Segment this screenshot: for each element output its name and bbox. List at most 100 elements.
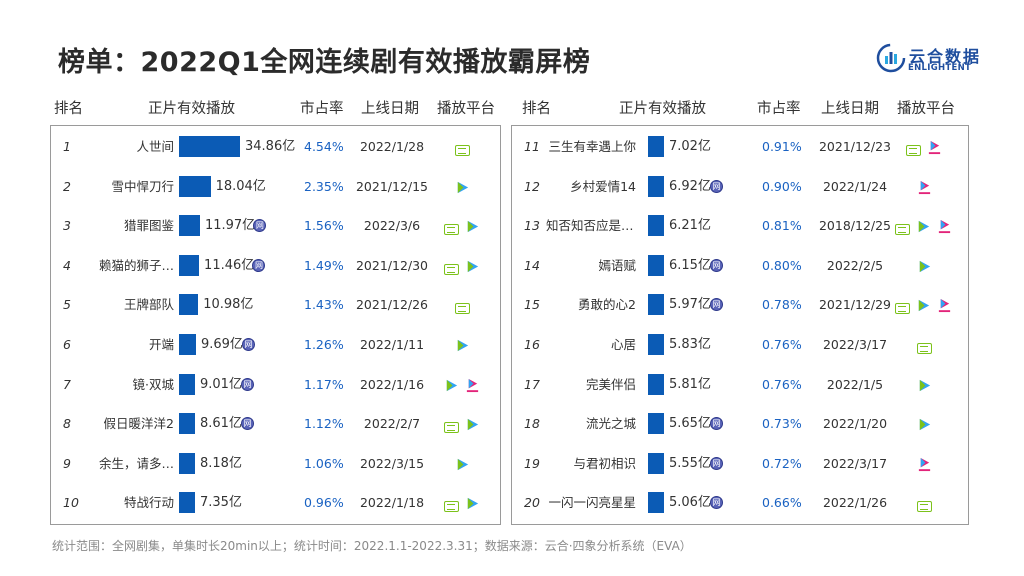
views-value: 9.69亿: [200, 337, 243, 352]
release-date: 2022/1/5: [826, 376, 884, 392]
rank-number: 1: [63, 139, 71, 154]
net-drama-badge: 网: [252, 258, 266, 272]
table-row: 16 心居 5.83亿 0.76% 2022/3/17: [512, 325, 968, 364]
drama-title: 开端: [148, 337, 174, 352]
table-row: 17 完美伴侣 5.81亿 0.76% 2022/1/5: [512, 365, 968, 404]
platform-icons: [917, 179, 932, 198]
drama-title: 镜·双城: [132, 376, 174, 392]
market-share: 2.35%: [304, 178, 344, 194]
platform-icons: [917, 258, 932, 277]
platform-icons: [917, 337, 932, 356]
platform-icons: [444, 495, 480, 514]
views-value: 6.15亿: [669, 257, 711, 273]
ranking-panel-left: 1 人世间 34.86亿 4.54% 2022/1/28 2 雪中悍刀行 18.04亿 2.35…: [50, 125, 501, 525]
drama-title: 王牌部队: [123, 297, 174, 313]
views-value: 5.65亿: [669, 416, 711, 432]
release-date: 2022/3/17: [822, 455, 888, 471]
rank-number: 15: [524, 297, 540, 313]
views-bar: [648, 175, 664, 197]
platform-icons: [444, 416, 480, 435]
youku-icon: [938, 220, 951, 234]
release-date: 2022/1/11: [359, 337, 425, 352]
platform-icons: [444, 258, 480, 277]
net-drama-badge: 网: [710, 298, 723, 312]
youku-icon: [918, 180, 931, 194]
market-share: 1.17%: [304, 376, 344, 392]
views-bar: [648, 413, 664, 435]
table-row: 14 嫣语赋 6.15亿网 0.80% 2022/2/5: [512, 246, 968, 285]
table-row: 8 假日暖洋洋2 8.61亿网 1.12% 2022/2/7: [51, 404, 500, 443]
rank-number: 14: [524, 257, 540, 273]
release-date: 2021/12/15: [355, 178, 429, 194]
table-row: 9 余生，请多… 8.18亿 1.06% 2022/3/15: [51, 444, 500, 483]
drama-title: 乡村爱情14: [570, 178, 636, 194]
iqiyi-icon: [444, 224, 459, 236]
market-share: 1.56%: [304, 218, 344, 234]
rank-number: 9: [63, 455, 71, 471]
platform-icons: [455, 456, 470, 475]
table-row: 5 王牌部队 10.98亿 1.43% 2021/12/26: [51, 285, 500, 324]
table-row: 20 一闪一闪亮星星 5.06亿网 0.66% 2022/1/26: [512, 483, 968, 522]
platform-icons: [455, 337, 470, 356]
market-share: 4.54%: [304, 139, 344, 154]
rank-number: 18: [524, 416, 540, 432]
platform-icons: [917, 377, 932, 396]
drama-title: 余生，请多…: [98, 455, 174, 471]
drama-title: 雪中悍刀行: [111, 178, 174, 194]
iqiyi-icon: [444, 263, 459, 275]
market-share: 0.90%: [762, 178, 802, 194]
brand-logo: 云合数据 ENLIGHTENT: [876, 42, 1001, 76]
views-value: 6.92亿: [669, 178, 711, 194]
tencent-video-icon: [467, 419, 479, 431]
views-value: 5.55亿: [669, 455, 711, 471]
table-row: 12 乡村爱情14 6.92亿网 0.90% 2022/1/24: [512, 167, 968, 206]
drama-title: 赖猫的狮子…: [98, 257, 174, 273]
table-row: 19 与君初相识 5.55亿网 0.72% 2022/3/17: [512, 444, 968, 483]
net-drama-badge: 网: [241, 338, 255, 351]
iqiyi-icon: [444, 501, 459, 513]
rank-number: 7: [63, 376, 71, 392]
platform-icons: [895, 297, 952, 316]
tencent-video-icon: [467, 498, 479, 510]
net-drama-badge: 网: [710, 179, 723, 193]
release-date: 2022/2/5: [826, 257, 884, 273]
net-drama-badge: 网: [710, 496, 723, 510]
platform-icons: [455, 139, 470, 158]
iqiyi-icon: [917, 343, 932, 354]
release-date: 2022/1/16: [359, 376, 425, 392]
tencent-video-icon: [918, 221, 930, 233]
views-bar: [179, 254, 200, 276]
rank-number: 10: [63, 495, 79, 511]
platform-icons: [917, 456, 932, 475]
release-date: 2021/12/23: [818, 139, 892, 154]
drama-title: 一闪一闪亮星星: [548, 495, 636, 511]
release-date: 2022/1/18: [359, 495, 425, 511]
release-date: 2022/1/20: [822, 416, 888, 432]
table-row: 15 勇敢的心2 5.97亿网 0.78% 2021/12/29: [512, 285, 968, 324]
table-row: 3 猎罪图鉴 11.97亿网 1.56% 2022/3/6: [51, 206, 500, 245]
drama-title: 心居: [610, 337, 636, 352]
logo-icon: [876, 43, 906, 73]
youku-icon: [466, 378, 479, 392]
views-value: 34.86亿: [245, 139, 296, 154]
drama-title: 特战行动: [123, 495, 174, 511]
header-views: 正片有效播放: [148, 101, 235, 117]
logo-text-cn: 云合数据: [909, 47, 982, 66]
views-value: 5.81亿: [669, 376, 711, 392]
drama-title: 完美伴侣: [585, 376, 636, 392]
views-bar: [179, 334, 196, 355]
views-value: 6.21亿: [669, 218, 711, 234]
views-value: 10.98亿: [203, 297, 254, 313]
drama-title: 知否知否应是绿…: [546, 218, 636, 234]
tencent-video-icon: [919, 260, 931, 272]
iqiyi-icon: [444, 422, 459, 434]
views-bar: [179, 294, 199, 316]
market-share: 0.96%: [304, 495, 344, 511]
tencent-video-icon: [467, 221, 479, 233]
table-row: 2 雪中悍刀行 18.04亿 2.35% 2021/12/15: [51, 167, 500, 206]
drama-title: 人世间: [136, 139, 174, 154]
table-row: 1 人世间 34.86亿 4.54% 2022/1/28: [51, 127, 500, 166]
market-share: 1.12%: [304, 416, 344, 432]
iqiyi-icon: [906, 145, 921, 156]
release-date: 2021/12/30: [355, 257, 429, 273]
